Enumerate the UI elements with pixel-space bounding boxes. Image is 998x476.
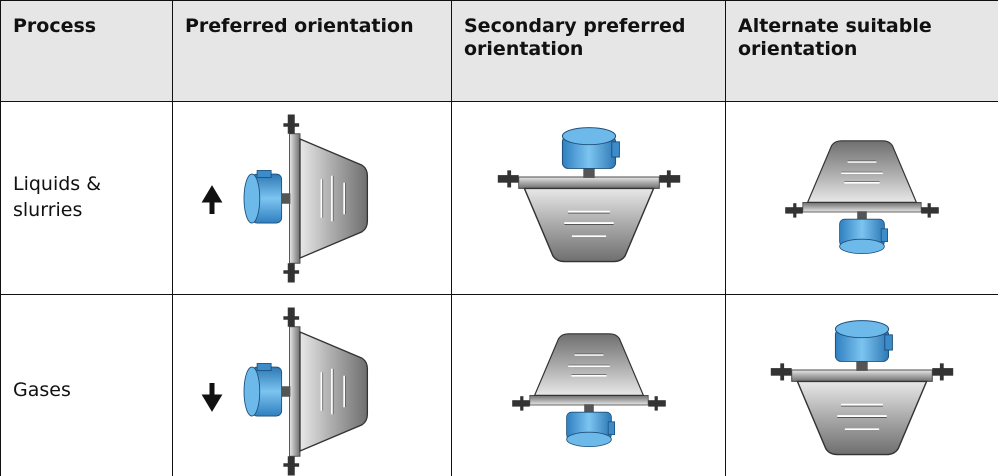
image-cell [172,101,452,295]
meter-side-down [201,305,369,476]
image-cell [172,294,452,476]
process-cell: Liquids & slurries [0,101,173,295]
image-cell [725,101,998,295]
header-cell: Preferred orientation [172,0,452,102]
process-cell: Gases [0,294,173,476]
table-row: Gases [0,294,998,476]
header-cell: Process [0,0,173,102]
meter-transmitter-down [783,138,941,255]
table-row: Liquids & slurries [0,101,998,295]
meter-transmitter-up [769,318,955,456]
meter-transmitter-up [495,125,682,263]
meter-transmitter-down [510,331,667,448]
meter-side-up [201,112,369,284]
image-cell [725,294,998,476]
image-cell [451,101,726,295]
image-cell [451,294,726,476]
header-row: Process Preferred orientation Secondary … [0,0,998,102]
header-cell: Secondary preferred orientation [451,0,726,102]
header-cell: Alternate suitable orientation [725,0,998,102]
